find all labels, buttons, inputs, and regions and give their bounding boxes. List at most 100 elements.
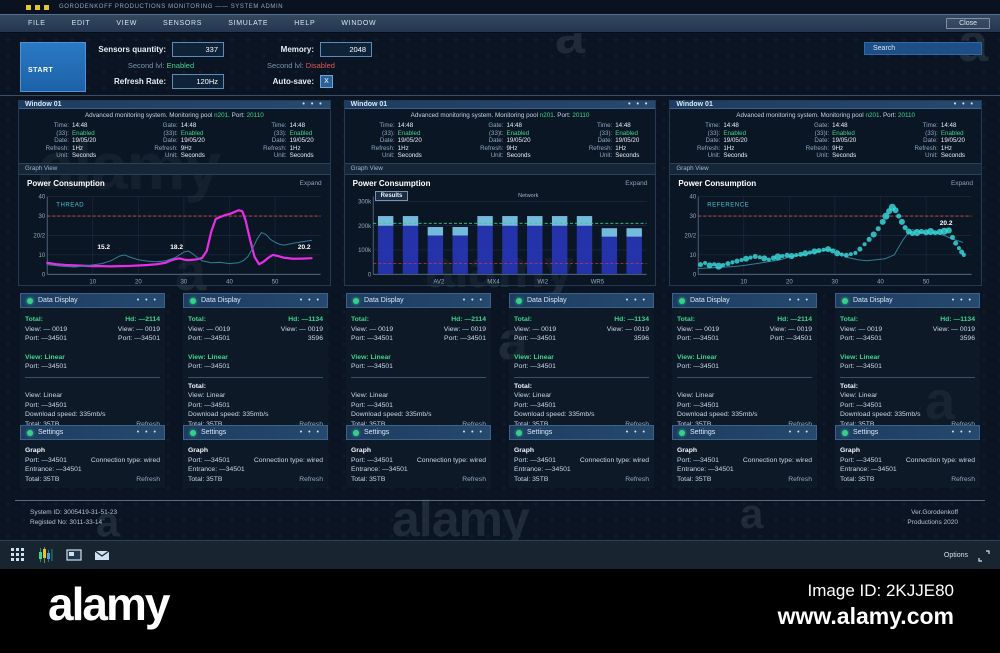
menu-item[interactable]: SENSORS	[163, 20, 203, 27]
panel-menu-dots[interactable]: • • •	[136, 297, 158, 304]
settings-header[interactable]: Settings • • •	[20, 425, 165, 440]
expand-button[interactable]: Expand	[950, 179, 974, 187]
info-row: (33): Enabled	[381, 129, 421, 137]
chart-app-icon[interactable]	[38, 547, 54, 563]
settings-header[interactable]: Settings • • •	[183, 425, 328, 440]
data-display-header[interactable]: Data Display • • •	[835, 293, 980, 308]
window-header[interactable]: Window 01 • • •	[670, 101, 982, 109]
panel-menu-dots[interactable]: • • •	[299, 429, 321, 436]
settings-header[interactable]: Settings • • •	[672, 425, 817, 440]
menu-item[interactable]: EDIT	[71, 20, 91, 27]
settings-header[interactable]: Settings • • •	[509, 425, 654, 440]
menu-item[interactable]: SIMULATE	[228, 20, 269, 27]
refresh-button[interactable]: Refresh	[788, 475, 812, 483]
total-value: Total: 35TB	[840, 420, 875, 428]
refresh-button[interactable]: Refresh	[951, 475, 975, 483]
settings-header[interactable]: Settings • • •	[835, 425, 980, 440]
data-display-panel: Data Display • • • Total: View: — 0019 P…	[509, 293, 654, 433]
window-menu-dots[interactable]: • • •	[628, 101, 650, 108]
entrance-value: Entrance: —34501	[514, 466, 571, 473]
options-button[interactable]: Options	[943, 551, 968, 559]
view-linear-label: View: Linear	[677, 353, 717, 361]
refresh-button[interactable]: Refresh	[462, 475, 486, 483]
menu-item[interactable]: FILE	[28, 20, 46, 27]
fullscreen-corners-icon[interactable]	[978, 549, 990, 562]
memory-field[interactable]: 2048	[320, 42, 372, 57]
settings-header[interactable]: Settings • • •	[346, 425, 491, 440]
settings-body: Graph Port: —34501 Connection type: wire…	[835, 440, 980, 488]
sensors-quantity-field[interactable]: 337	[172, 42, 224, 57]
divider	[351, 376, 486, 378]
refresh-button[interactable]: Refresh	[462, 420, 486, 428]
total-value: Total: 35TB	[25, 420, 60, 428]
mail-icon[interactable]	[94, 547, 110, 563]
info-row: Time: 14:48	[705, 122, 739, 129]
window-header[interactable]: Window 01 • • •	[344, 101, 656, 109]
svg-text:200k: 200k	[358, 224, 372, 230]
menu-item[interactable]: WINDOW	[341, 20, 377, 27]
menu-item[interactable]: HELP	[294, 20, 316, 27]
entrance-value: Entrance: —34501	[188, 466, 245, 473]
window-app-icon[interactable]	[66, 547, 82, 563]
settings-body: Graph Port: —34501 Connection type: wire…	[346, 440, 491, 488]
results-button[interactable]: Results	[374, 190, 409, 201]
svg-text:MX4: MX4	[487, 279, 500, 285]
panel-menu-dots[interactable]: • • •	[462, 429, 484, 436]
menu-item[interactable]: VIEW	[116, 20, 138, 27]
panel-menu-dots[interactable]: • • •	[788, 297, 810, 304]
panel-menu-dots[interactable]: • • •	[951, 429, 973, 436]
total-value: Total: 35TB	[188, 475, 223, 483]
window-subtitle: Advanced monitoring system. Monitoring p…	[736, 112, 916, 119]
panel-menu-dots[interactable]: • • •	[951, 297, 973, 304]
settings-title: Settings	[527, 429, 553, 436]
data-display-header[interactable]: Data Display • • •	[20, 293, 165, 308]
graph-view-bar[interactable]: Graph View	[670, 162, 982, 175]
window-header[interactable]: Window 01 • • •	[19, 101, 330, 109]
total-label: Total:	[840, 316, 858, 323]
window-menu-dots[interactable]: • • •	[302, 101, 324, 108]
autosave-checkbox[interactable]: X	[320, 75, 333, 88]
footer-divider	[15, 500, 985, 501]
settings-body: Graph Port: —34501 Connection type: wire…	[183, 440, 328, 488]
port-value: Port: —34501	[677, 456, 719, 464]
data-display-header[interactable]: Data Display • • •	[509, 293, 654, 308]
data-display-body: Total: View: — 0019 Port: —34501 Hd: —21…	[346, 308, 491, 433]
total-value: Total: 35TB	[514, 475, 549, 483]
info-row: Date: 19/05/20	[705, 137, 748, 145]
refresh-button[interactable]: Refresh	[625, 475, 649, 483]
info-row: (33)t: Enabled	[814, 129, 855, 137]
panel-menu-dots[interactable]: • • •	[136, 429, 158, 436]
expand-button[interactable]: Expand	[625, 179, 648, 187]
entrance-value: Entrance: —34501	[351, 466, 408, 473]
refresh-button[interactable]: Refresh	[625, 420, 649, 428]
refresh-button[interactable]: Refresh	[136, 420, 160, 428]
close-button[interactable]: Close	[946, 18, 990, 29]
port-value: Port: —34501	[514, 456, 556, 464]
refresh-button[interactable]: Refresh	[299, 420, 323, 428]
graph-view-bar[interactable]: Graph View	[344, 162, 656, 175]
panel-menu-dots[interactable]: • • •	[788, 429, 810, 436]
panel-menu-dots[interactable]: • • •	[625, 297, 647, 304]
panel-menu-dots[interactable]: • • •	[462, 297, 484, 304]
data-display-header[interactable]: Data Display • • •	[346, 293, 491, 308]
start-button[interactable]: START	[20, 42, 86, 92]
data-display-header[interactable]: Data Display • • •	[672, 293, 817, 308]
port-value: Port: —34501	[25, 401, 67, 409]
graph-view-bar[interactable]: Graph View	[19, 162, 330, 175]
download-speed: Download speed: 335mb/s	[351, 411, 432, 418]
version-line: Ver.Gorodenkoff	[911, 509, 958, 516]
search-button[interactable]: Search	[864, 42, 982, 55]
expand-button[interactable]: Expand	[299, 179, 322, 187]
window-menu-dots[interactable]: • • •	[953, 101, 976, 108]
data-display-header[interactable]: Data Display • • •	[183, 293, 328, 308]
panel-menu-dots[interactable]: • • •	[625, 429, 647, 436]
panel-menu-dots[interactable]: • • •	[299, 297, 321, 304]
refresh-button[interactable]: Refresh	[136, 475, 160, 483]
data-display-body: Total: View: — 0019 Port: —34501 Hd: —11…	[183, 308, 328, 433]
refresh-button[interactable]: Refresh	[299, 475, 323, 483]
refresh-button[interactable]: Refresh	[951, 420, 975, 428]
refresh-button[interactable]: Refresh	[788, 420, 812, 428]
refresh-rate-field[interactable]: 120Hz	[172, 74, 224, 89]
app-grid-icon[interactable]	[10, 547, 26, 563]
